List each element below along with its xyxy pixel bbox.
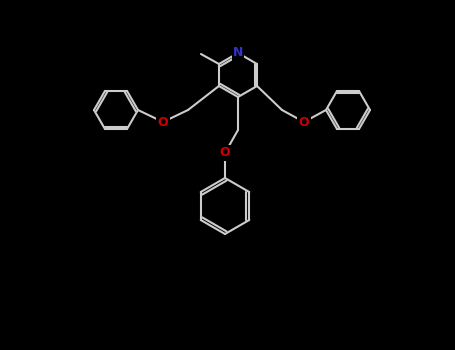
Text: O: O <box>220 147 230 160</box>
Text: O: O <box>298 116 309 128</box>
Text: O: O <box>158 116 168 128</box>
Text: N: N <box>233 47 243 60</box>
